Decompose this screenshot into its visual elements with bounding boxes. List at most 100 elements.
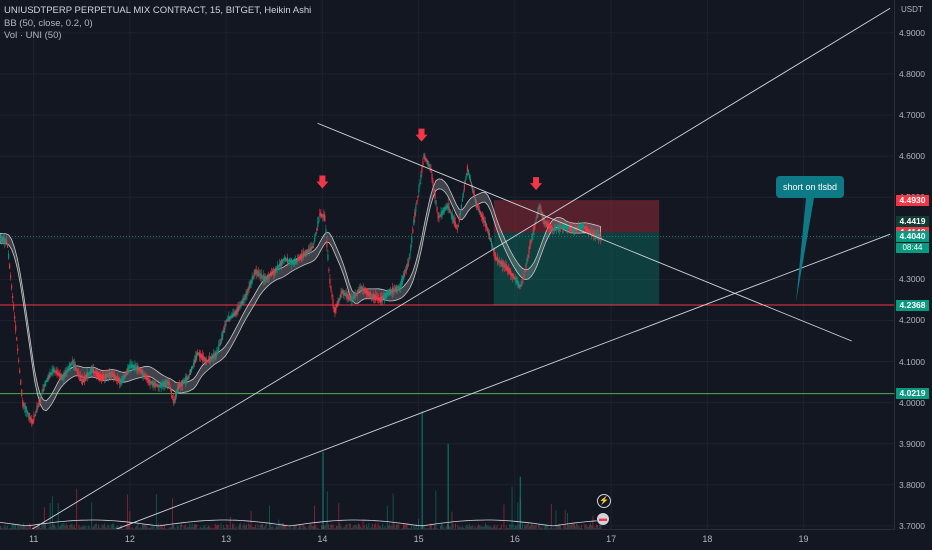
candle-body	[417, 195, 419, 198]
volume-bar	[233, 524, 235, 530]
volume-bar	[131, 527, 133, 530]
lightning-icon[interactable]: ⚡	[597, 494, 611, 508]
candle-body	[388, 291, 390, 296]
volume-bar	[317, 527, 319, 530]
volume-bar	[483, 526, 485, 530]
volume-bar	[160, 523, 162, 530]
flag-icon[interactable]: ▬	[597, 513, 609, 525]
volume-bars	[0, 410, 602, 530]
candle-body	[357, 290, 359, 294]
volume-bar	[567, 512, 568, 530]
candle-body	[229, 316, 231, 319]
volume-bar	[540, 527, 542, 530]
volume-bar	[12, 523, 14, 530]
candle-body	[220, 338, 222, 343]
volume-bar	[488, 526, 490, 530]
volume-spike	[447, 443, 449, 530]
volume-bar	[293, 525, 295, 530]
candle-body	[204, 356, 206, 362]
candle-body	[345, 292, 347, 298]
candle-body	[524, 270, 526, 273]
volume-bar	[284, 524, 285, 530]
candle-body	[450, 211, 452, 216]
candle-body	[281, 259, 284, 264]
volume-bar	[302, 524, 304, 530]
candle-body	[341, 290, 343, 294]
candle-body	[99, 374, 101, 379]
candle-body	[103, 374, 105, 381]
candle-body	[522, 276, 524, 280]
candle-body	[453, 218, 455, 225]
candle-body	[224, 324, 226, 330]
candle-body	[469, 178, 471, 183]
candle-body	[415, 205, 417, 212]
candle-body	[119, 378, 121, 385]
price-tick: 4.0000	[899, 397, 925, 408]
price-tick: 4.3000	[899, 274, 925, 285]
volume-bar	[593, 526, 595, 530]
candle-body	[428, 164, 430, 167]
volume-bar	[206, 527, 208, 530]
volume-bar	[265, 523, 267, 530]
candle-body	[138, 368, 140, 371]
volume-bar	[196, 524, 198, 530]
price-chart[interactable]	[0, 0, 895, 530]
candle-body	[312, 245, 314, 249]
candle-body	[401, 279, 403, 286]
volume-bar	[38, 526, 40, 530]
volume-indicator-label[interactable]: Vol · UNI (50)	[4, 30, 62, 41]
volume-bar	[300, 523, 302, 530]
candle-body	[93, 371, 96, 373]
candle-body	[384, 292, 387, 299]
volume-bar	[376, 527, 378, 530]
candle-body	[315, 232, 317, 237]
candle-body	[163, 381, 165, 388]
candle-body	[418, 189, 420, 193]
callout-note[interactable]: short on tlsbd	[776, 176, 844, 198]
volume-bar	[51, 496, 53, 530]
candle-body	[80, 378, 82, 382]
candle-body	[432, 180, 434, 187]
candle-body	[86, 372, 89, 379]
candle-body	[407, 262, 409, 266]
candle-body	[20, 379, 22, 385]
candle-body	[527, 254, 529, 258]
volume-bar	[269, 505, 270, 530]
candle-body	[199, 352, 201, 358]
volume-bar	[222, 525, 224, 530]
volume-bar	[297, 527, 299, 530]
volume-bar	[215, 525, 217, 530]
candle-body	[308, 248, 310, 253]
candle-body	[497, 257, 499, 263]
volume-bar	[217, 524, 219, 530]
volume-bar	[309, 523, 311, 530]
candle-body	[548, 223, 550, 229]
volume-bar	[235, 526, 237, 530]
volume-bar	[349, 523, 351, 530]
candle-body	[170, 389, 172, 395]
candle-body	[132, 364, 134, 369]
candle-body	[437, 212, 439, 219]
candle-body	[26, 409, 28, 414]
volume-bar	[226, 524, 228, 530]
candle-body	[598, 233, 600, 241]
candle-body	[335, 305, 337, 311]
candle-body	[29, 415, 31, 421]
candle-body	[321, 214, 323, 217]
candle-body	[252, 275, 254, 279]
candle-body	[395, 287, 397, 292]
volume-bar	[102, 525, 104, 530]
candle-body	[284, 257, 287, 262]
candle-body	[254, 270, 256, 275]
bb-indicator-label[interactable]: BB (50, close, 0.2, 0)	[4, 17, 93, 29]
candle-body	[84, 375, 86, 381]
candle-body	[454, 221, 456, 227]
time-axis[interactable]: 11 12 13 14 15 16 17 18 19	[0, 529, 895, 550]
volume-bar	[455, 523, 456, 530]
candle-body	[363, 288, 365, 292]
volume-bar	[272, 525, 274, 530]
candle-body	[42, 389, 44, 393]
volume-bar	[550, 503, 552, 530]
candle-body	[196, 353, 198, 360]
price-axis[interactable]: USDT 4.90004.80004.70004.60004.50004.400…	[894, 0, 932, 531]
